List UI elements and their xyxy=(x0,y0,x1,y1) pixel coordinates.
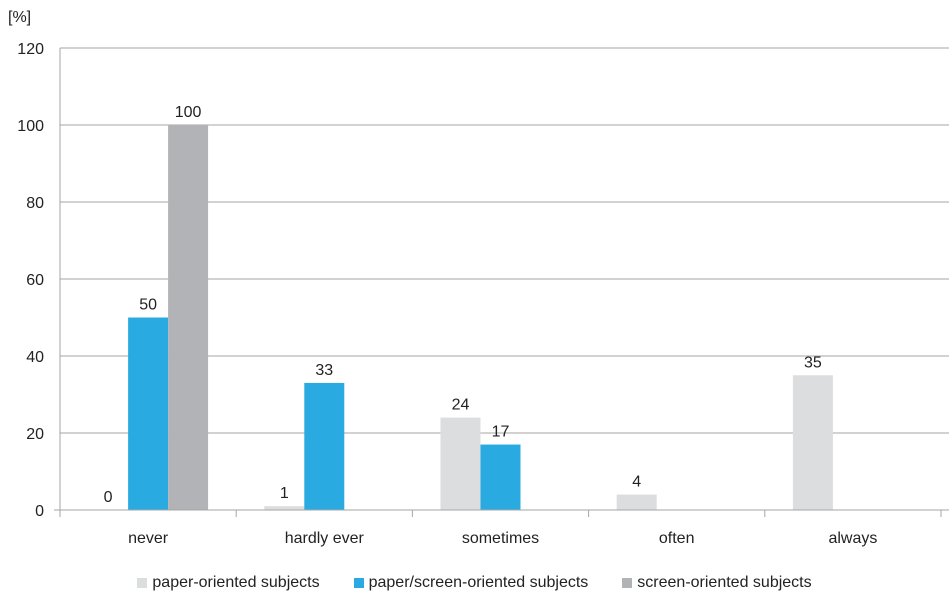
legend-label-screen: screen-oriented subjects xyxy=(637,574,812,591)
bar xyxy=(264,506,305,510)
legend-label-paper: paper-oriented subjects xyxy=(152,574,320,591)
bars xyxy=(128,125,833,510)
bar xyxy=(480,444,521,510)
x-axis xyxy=(54,48,949,517)
y-tick-label: 100 xyxy=(17,118,44,135)
bar xyxy=(616,494,657,510)
y-tick-label: 80 xyxy=(26,195,44,212)
legend-swatch-paper xyxy=(137,578,148,588)
bar-chart: [%] 0 20 40 60 80 100 120 0 50 100 1 33 24 17 4 35 nev… xyxy=(8,9,949,547)
y-tick-label: 20 xyxy=(26,426,44,443)
x-tick-label: never xyxy=(128,530,169,547)
x-tick-labels: never hardly ever sometimes often always xyxy=(128,530,877,547)
legend: paper-oriented subjects paper/screen-ori… xyxy=(0,574,949,592)
bar xyxy=(440,417,481,510)
x-tick-label: always xyxy=(828,530,877,547)
legend-item-paper-screen: paper/screen-oriented subjects xyxy=(353,574,589,592)
data-label: 17 xyxy=(492,424,510,441)
legend-item-screen: screen-oriented subjects xyxy=(622,574,812,592)
data-label: 35 xyxy=(804,354,822,371)
y-tick-label: 60 xyxy=(26,272,44,289)
data-label: 1 xyxy=(280,485,289,502)
data-label: 50 xyxy=(139,297,157,314)
bar xyxy=(128,317,169,510)
data-label: 4 xyxy=(632,474,641,491)
legend-item-paper: paper-oriented subjects xyxy=(137,574,320,592)
data-label: 24 xyxy=(452,397,470,414)
y-axis-unit-label: [%] xyxy=(8,9,31,26)
x-tick-label: hardly ever xyxy=(285,530,365,547)
x-tick-label: sometimes xyxy=(462,530,539,547)
y-tick-label: 0 xyxy=(35,503,44,520)
legend-swatch-paper-screen xyxy=(353,578,364,588)
data-label: 0 xyxy=(104,489,113,506)
data-labels: 0 50 100 1 33 24 17 4 35 xyxy=(104,104,822,506)
y-tick-labels: 0 20 40 60 80 100 120 xyxy=(17,41,44,520)
bar xyxy=(304,382,345,510)
y-tick-label: 40 xyxy=(26,349,44,366)
bar xyxy=(168,125,209,510)
legend-swatch-screen xyxy=(622,578,633,588)
data-label: 33 xyxy=(315,362,333,379)
y-tick-label: 120 xyxy=(17,41,44,58)
legend-label-paper-screen: paper/screen-oriented subjects xyxy=(368,574,589,591)
bar xyxy=(792,375,833,510)
data-label: 100 xyxy=(175,104,202,121)
x-tick-label: often xyxy=(659,530,695,547)
